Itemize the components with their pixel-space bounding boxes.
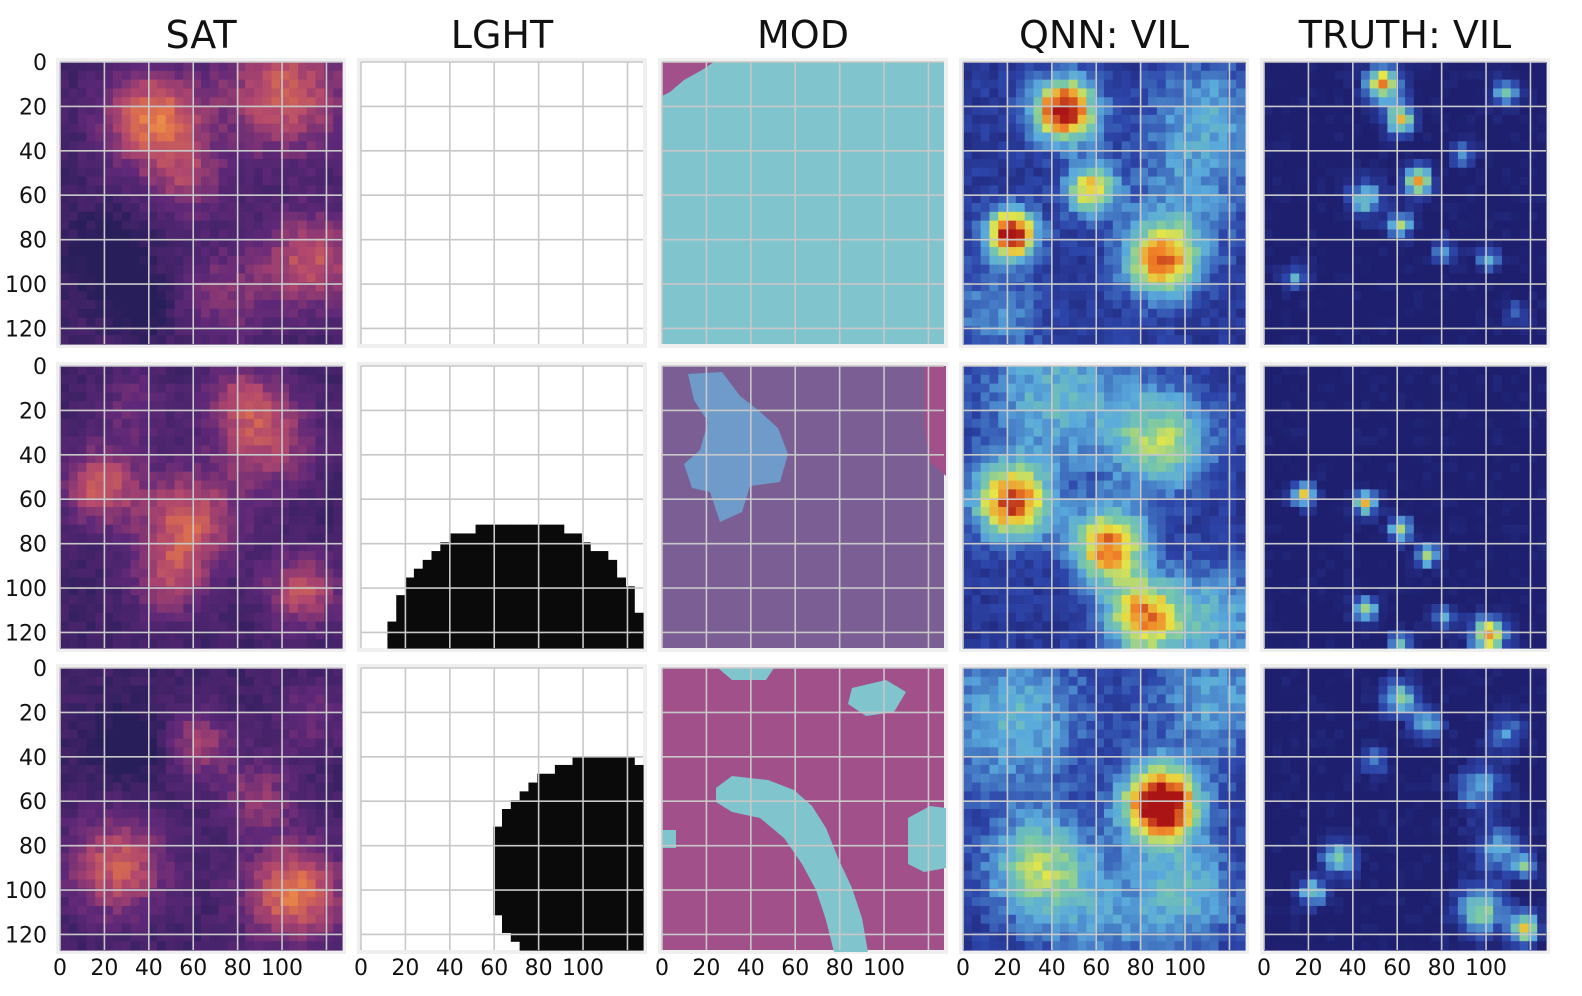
y-axis-ticks: 0 20 40 60 80 100 120 0 20 40 60 80 100 120 0 20 40 60 80 1… [5,51,47,948]
x-tick-label: 40 [1038,956,1066,981]
x-tick-label: 100 [863,956,905,981]
x-tick-label: 20 [1294,956,1322,981]
x-tick-label: 20 [90,956,118,981]
y-tick-label: 60 [19,184,47,209]
panel-r1-c0 [56,362,346,652]
y-tick-label: 100 [5,577,47,602]
panel-r0-c3 [959,58,1249,348]
y-tick-label: 0 [33,657,47,682]
y-tick-label: 120 [5,317,47,342]
gridlines [59,365,342,648]
y-tick-label: 0 [33,51,47,76]
panel-r0-c2 [658,58,948,348]
panel-r1-c1 [357,362,647,652]
y-tick-label: 80 [19,229,47,254]
column-title-1: LGHT [451,13,554,57]
y-tick-label: 80 [19,533,47,558]
gridlines [59,61,342,344]
gridlines [360,667,643,950]
panel-r0-c4 [1260,58,1550,348]
panel-r2-c1 [357,664,647,954]
x-tick-label: 20 [993,956,1021,981]
x-tick-label: 40 [737,956,765,981]
panel-grid [56,58,1550,954]
gridlines [360,61,643,344]
panel-r2-c0 [56,664,346,954]
x-tick-label: 80 [1428,956,1456,981]
panel-r2-c2 [658,664,948,954]
gridlines [962,667,1245,950]
gridlines [962,365,1245,648]
x-tick-label: 0 [1257,956,1271,981]
y-tick-label: 20 [19,701,47,726]
x-tick-label: 80 [525,956,553,981]
x-tick-label: 0 [655,956,669,981]
x-tick-label: 80 [224,956,252,981]
column-title-4: TRUTH: VIL [1298,13,1511,57]
x-tick-label: 40 [135,956,163,981]
x-axis-ticks: 0 20 40 60 80 100 0 20 40 60 80 100 0 20 40 60 80 100 0 20 4… [53,956,1507,981]
x-tick-label: 40 [1339,956,1367,981]
column-titles: SAT LGHT MOD QNN: VIL TRUTH: VIL [165,13,1511,57]
column-title-0: SAT [165,13,237,57]
x-tick-label: 20 [692,956,720,981]
y-tick-label: 20 [19,95,47,120]
gridlines [1263,365,1546,648]
gridlines [661,61,944,344]
y-tick-label: 40 [19,140,47,165]
y-tick-label: 120 [5,923,47,948]
panel-r0-c0 [56,58,346,348]
panel-r1-c3 [959,362,1249,652]
y-tick-label: 40 [19,444,47,469]
gridlines [1263,61,1546,344]
x-tick-label: 100 [261,956,303,981]
y-tick-label: 60 [19,790,47,815]
x-tick-label: 0 [53,956,67,981]
x-tick-label: 80 [1127,956,1155,981]
x-tick-label: 80 [826,956,854,981]
y-tick-label: 20 [19,399,47,424]
x-tick-label: 0 [956,956,970,981]
gridlines [59,667,342,950]
x-tick-label: 60 [1082,956,1110,981]
panel-r1-c2 [658,362,948,652]
y-tick-label: 80 [19,835,47,860]
column-title-2: MOD [757,13,849,57]
x-tick-label: 60 [480,956,508,981]
column-title-3: QNN: VIL [1019,13,1189,57]
y-tick-label: 0 [33,355,47,380]
x-tick-label: 60 [179,956,207,981]
y-tick-label: 60 [19,488,47,513]
gridlines [962,61,1245,344]
panel-r1-c4 [1260,362,1550,652]
gridlines [661,667,944,950]
gridlines [661,365,944,648]
x-tick-label: 40 [436,956,464,981]
x-tick-label: 60 [781,956,809,981]
panel-r2-c3 [959,664,1249,954]
gridlines [1263,667,1546,950]
x-tick-label: 100 [1164,956,1206,981]
panel-r0-c1 [357,58,647,348]
y-tick-label: 100 [5,273,47,298]
x-tick-label: 0 [354,956,368,981]
x-tick-label: 20 [391,956,419,981]
y-tick-label: 120 [5,621,47,646]
y-tick-label: 100 [5,879,47,904]
gridlines [360,365,643,648]
x-tick-label: 100 [562,956,604,981]
y-tick-label: 40 [19,746,47,771]
x-tick-label: 60 [1383,956,1411,981]
x-tick-label: 100 [1465,956,1507,981]
panel-r2-c4 [1260,664,1550,954]
